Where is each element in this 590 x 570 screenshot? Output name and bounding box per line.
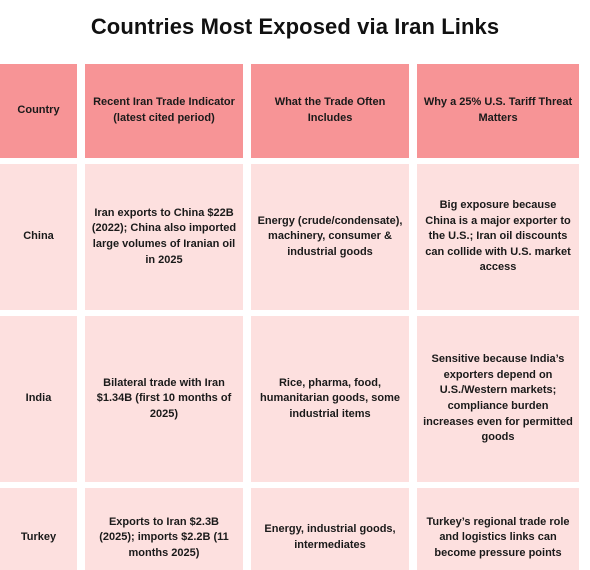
row-china-country: China <box>0 164 77 310</box>
header-country: Country <box>0 64 77 158</box>
row-india-includes: Rice, pharma, food, humanitarian goods, … <box>251 316 409 482</box>
row-turkey-country: Turkey <box>0 488 77 570</box>
row-india-why: Sensitive because India’s exporters depe… <box>417 316 579 482</box>
trade-indicator-text: Exports to Iran $2.3B (2025); imports $2… <box>99 515 229 559</box>
row-india-country: India <box>0 316 77 482</box>
header-trade-includes: What the Trade Often Includes <box>251 64 409 158</box>
row-turkey-indicator: Exports to Iran $2.3B (2025); imports $2… <box>85 488 243 570</box>
trade-includes-text: Energy, industrial goods, intermediates <box>264 523 396 551</box>
row-china-why: Big exposure because China is a major ex… <box>417 164 579 310</box>
row-china-includes: Energy (crude/condensate), machinery, co… <box>251 164 409 310</box>
country-name: Turkey <box>20 531 57 544</box>
trade-includes-text: Energy (crude/condensate), machinery, co… <box>257 214 403 258</box>
trade-indicator-text: Bilateral trade with Iran $1.34B (first … <box>96 376 232 420</box>
country-name: China <box>23 230 54 243</box>
header-tariff-threat-label: Why a 25% U.S. Tariff Threat Matters <box>423 96 573 124</box>
header-trade-includes-label: What the Trade Often Includes <box>274 96 386 124</box>
row-china-indicator: Iran exports to China $22B (2022); China… <box>85 164 243 310</box>
header-country-label: Country <box>17 104 60 117</box>
header-tariff-threat: Why a 25% U.S. Tariff Threat Matters <box>417 64 579 158</box>
exposure-table: Country Recent Iran Trade Indicator (lat… <box>0 64 590 570</box>
row-india-indicator: Bilateral trade with Iran $1.34B (first … <box>85 316 243 482</box>
trade-indicator-text: Iran exports to China $22B (2022); China… <box>91 206 237 266</box>
country-name: India <box>25 392 52 405</box>
row-turkey-why: Turkey’s regional trade role and logisti… <box>417 488 579 570</box>
tariff-threat-text: Turkey’s regional trade role and logisti… <box>426 515 570 559</box>
tariff-threat-text: Sensitive because India’s exporters depe… <box>423 353 573 444</box>
tariff-threat-text: Big exposure because China is a major ex… <box>425 198 571 274</box>
trade-includes-text: Rice, pharma, food, humanitarian goods, … <box>260 376 400 420</box>
row-turkey-includes: Energy, industrial goods, intermediates <box>251 488 409 570</box>
header-trade-indicator: Recent Iran Trade Indicator (latest cite… <box>85 64 243 158</box>
page-title: Countries Most Exposed via Iran Links <box>90 14 500 39</box>
header-trade-indicator-label: Recent Iran Trade Indicator (latest cite… <box>93 96 235 124</box>
